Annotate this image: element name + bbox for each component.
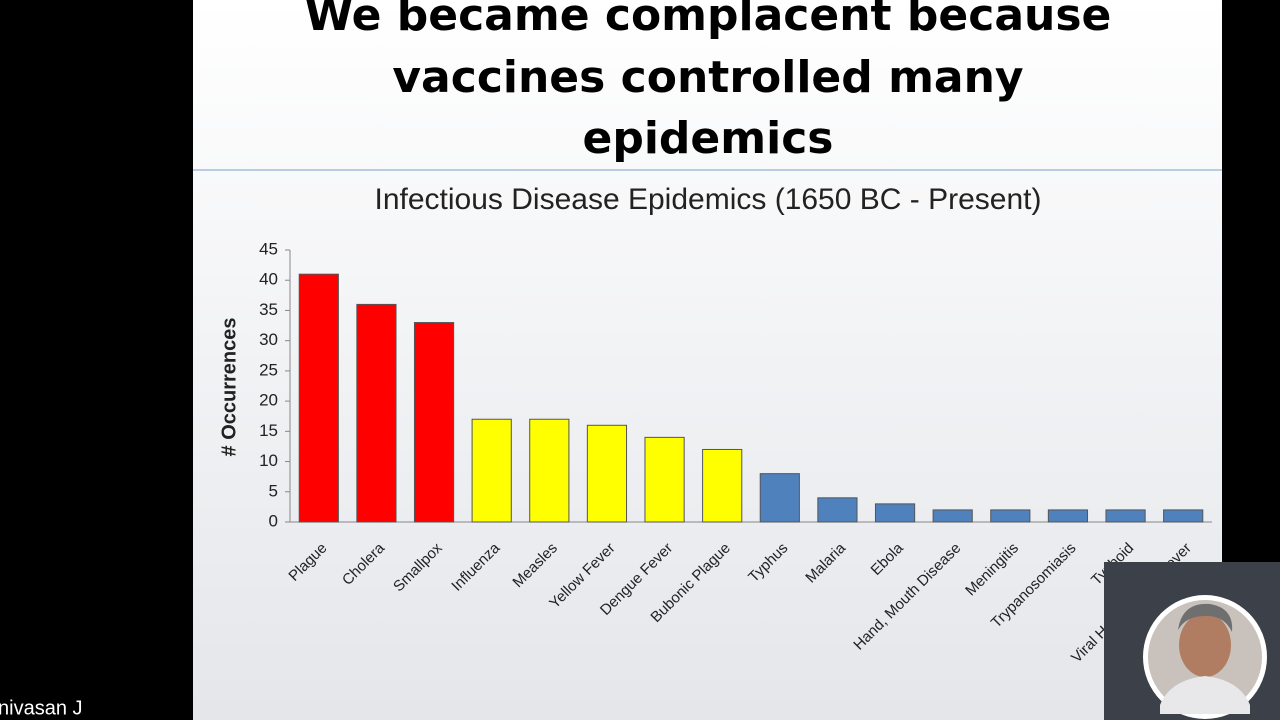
y-tick-label: 20 (259, 391, 278, 410)
bar (356, 303, 397, 523)
y-tick-label: 0 (269, 511, 278, 530)
bar (471, 418, 512, 523)
bar (529, 418, 570, 523)
y-tick-label: 5 (269, 481, 278, 500)
y-tick-label: 35 (259, 300, 278, 319)
y-tick-label: 25 (259, 360, 278, 379)
bar (298, 273, 339, 523)
slide-title: We became complacent because (305, 0, 1112, 41)
bar (702, 448, 743, 523)
bar (932, 509, 973, 523)
y-tick-label: 45 (259, 239, 278, 258)
y-tick-label: 30 (259, 330, 278, 349)
bar (1047, 509, 1089, 523)
bar (874, 503, 916, 523)
slide-title: vaccines controlled many (392, 52, 1023, 103)
y-tick-label: 10 (259, 451, 278, 470)
bar (413, 322, 455, 523)
chart-title: Infectious Disease Epidemics (1650 BC - … (375, 183, 1042, 216)
bar (990, 509, 1031, 523)
avatar-shirt (1160, 676, 1250, 714)
slide-title: epidemics (583, 113, 834, 164)
bar (586, 424, 628, 523)
bar (1105, 509, 1146, 523)
y-tick-label: 40 (259, 270, 278, 289)
avatar-face (1179, 613, 1231, 677)
participant-name: nivasan J (0, 697, 83, 719)
bar (817, 497, 858, 523)
bar (759, 473, 800, 523)
bar (644, 436, 685, 523)
overlay: nivasan J (0, 562, 1280, 720)
y-tick-label: 15 (259, 421, 278, 440)
y-axis-label: # Occurrences (218, 318, 240, 457)
slide (193, 0, 1222, 720)
bar (1163, 509, 1204, 523)
avatar-hair (1178, 603, 1233, 632)
